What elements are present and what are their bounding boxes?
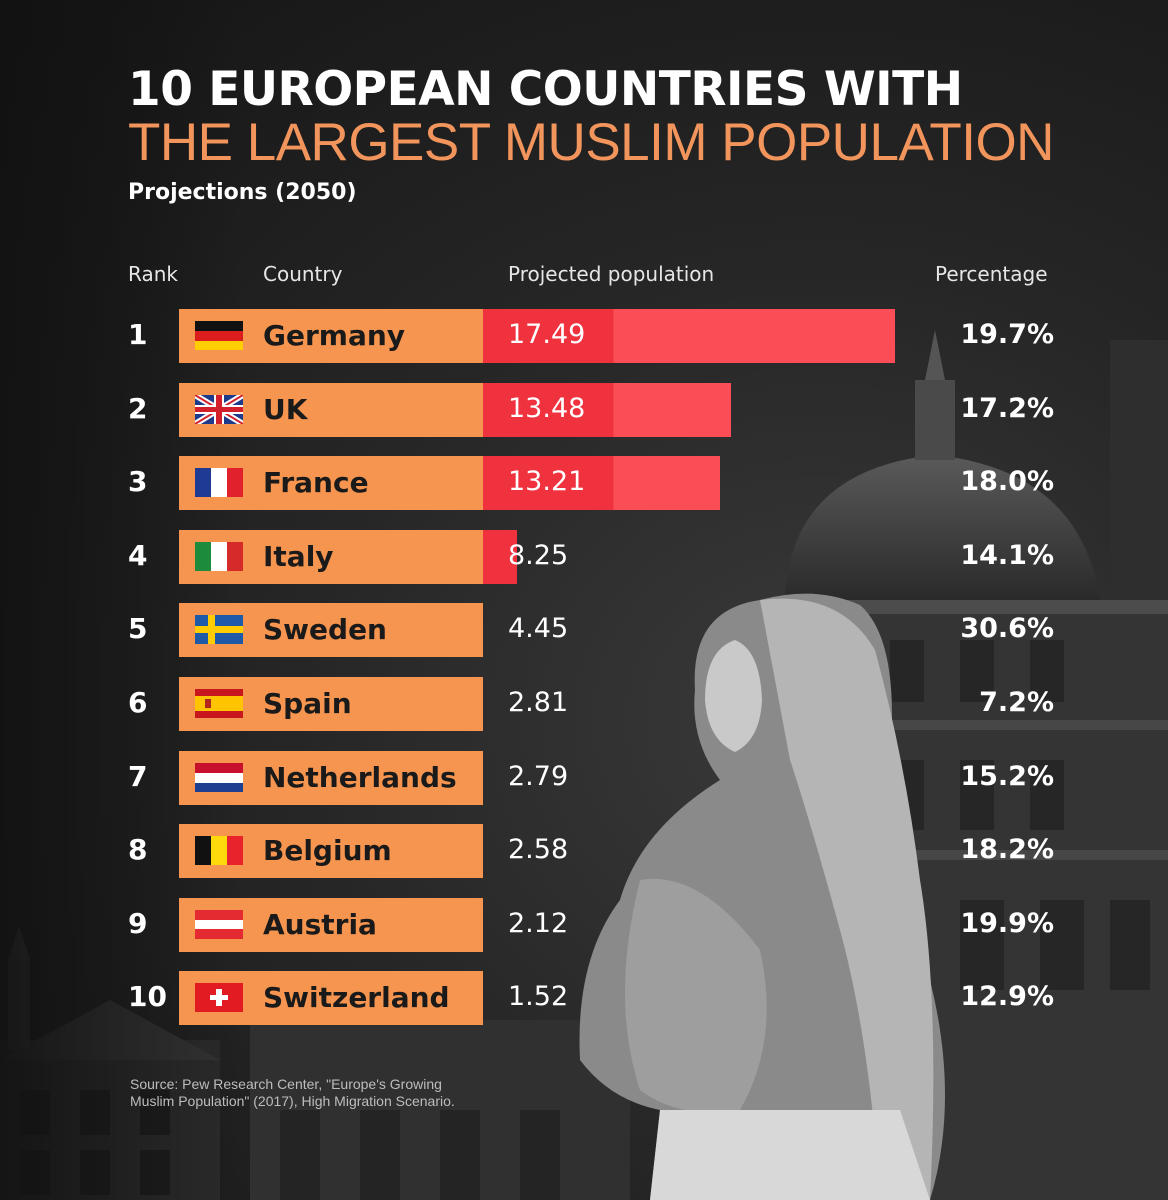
italy-flag-icon (195, 542, 243, 571)
rank-label: 10 (128, 980, 167, 1013)
rank-label: 5 (128, 612, 148, 645)
rank-label: 8 (128, 833, 148, 866)
rank-label: 4 (128, 539, 148, 572)
country-name: Spain (263, 687, 352, 720)
population-value-label: 1.52 (508, 981, 569, 1012)
netherlands-flag-icon (195, 763, 243, 792)
percentage-label: 30.6% (960, 613, 1054, 644)
chart-title-line2: THE LARGEST MUSLIM POPULATION (128, 113, 1054, 172)
country-name: Germany (263, 319, 406, 352)
population-bar (483, 456, 720, 510)
population-value-label: 17.49 (508, 319, 586, 350)
country-name: France (263, 466, 369, 499)
france-flag-icon (195, 468, 243, 497)
rank-label: 3 (128, 465, 148, 498)
population-bar (483, 383, 731, 437)
source-note: Source: Pew Research Center, "Europe's G… (130, 1076, 455, 1110)
percentage-label: 15.2% (960, 761, 1054, 792)
country-name: Italy (263, 540, 334, 573)
chart-subtitle: Projections (2050) (128, 180, 357, 205)
population-bar (483, 530, 517, 584)
population-value-label: 2.12 (508, 908, 569, 939)
population-value-label: 2.58 (508, 834, 569, 865)
country-name: Belgium (263, 834, 392, 867)
country-name: Sweden (263, 613, 387, 646)
source-line1: Source: Pew Research Center, "Europe's G… (130, 1076, 442, 1092)
woman-figure (579, 593, 945, 1200)
sweden-flag-icon (195, 615, 243, 644)
country-name: Netherlands (263, 761, 457, 794)
rank-label: 2 (128, 392, 148, 425)
country-name: UK (263, 393, 308, 426)
population-value-label: 8.25 (508, 540, 569, 571)
chart-title-line1: 10 EUROPEAN COUNTRIES WITH (128, 62, 963, 117)
rank-label: 9 (128, 907, 148, 940)
percentage-label: 18.2% (960, 834, 1054, 865)
spain-flag-icon (195, 689, 243, 718)
rank-label: 1 (128, 318, 148, 351)
percentage-label: 14.1% (960, 540, 1054, 571)
percentage-label: 18.0% (960, 466, 1054, 497)
germany-flag-icon (195, 321, 243, 350)
percentage-label: 19.7% (960, 319, 1054, 350)
country-name: Austria (263, 908, 377, 941)
population-bar (483, 309, 895, 363)
population-value-label: 4.45 (508, 613, 569, 644)
percentage-label: 19.9% (960, 908, 1054, 939)
dome-shape (785, 455, 1100, 600)
percentage-label: 12.9% (960, 981, 1054, 1012)
source-line2: Muslim Population" (2017), High Migratio… (130, 1093, 455, 1109)
belgium-flag-icon (195, 836, 243, 865)
population-value-label: 13.21 (508, 466, 586, 497)
percentage-label: 7.2% (979, 687, 1054, 718)
austria-flag-icon (195, 910, 243, 939)
uk-flag-icon (195, 395, 243, 424)
country-name: Switzerland (263, 981, 450, 1014)
header-rank: Rank (128, 262, 178, 286)
population-value-label: 2.79 (508, 761, 569, 792)
header-population: Projected population (508, 262, 715, 286)
header-country: Country (263, 262, 343, 286)
lantern-shape (915, 380, 955, 460)
rank-label: 7 (128, 760, 148, 793)
population-value-label: 2.81 (508, 687, 569, 718)
rank-label: 6 (128, 686, 148, 719)
switzerland-flag-icon (195, 983, 243, 1012)
header-percentage: Percentage (935, 262, 1048, 286)
percentage-label: 17.2% (960, 393, 1054, 424)
population-value-label: 13.48 (508, 393, 586, 424)
